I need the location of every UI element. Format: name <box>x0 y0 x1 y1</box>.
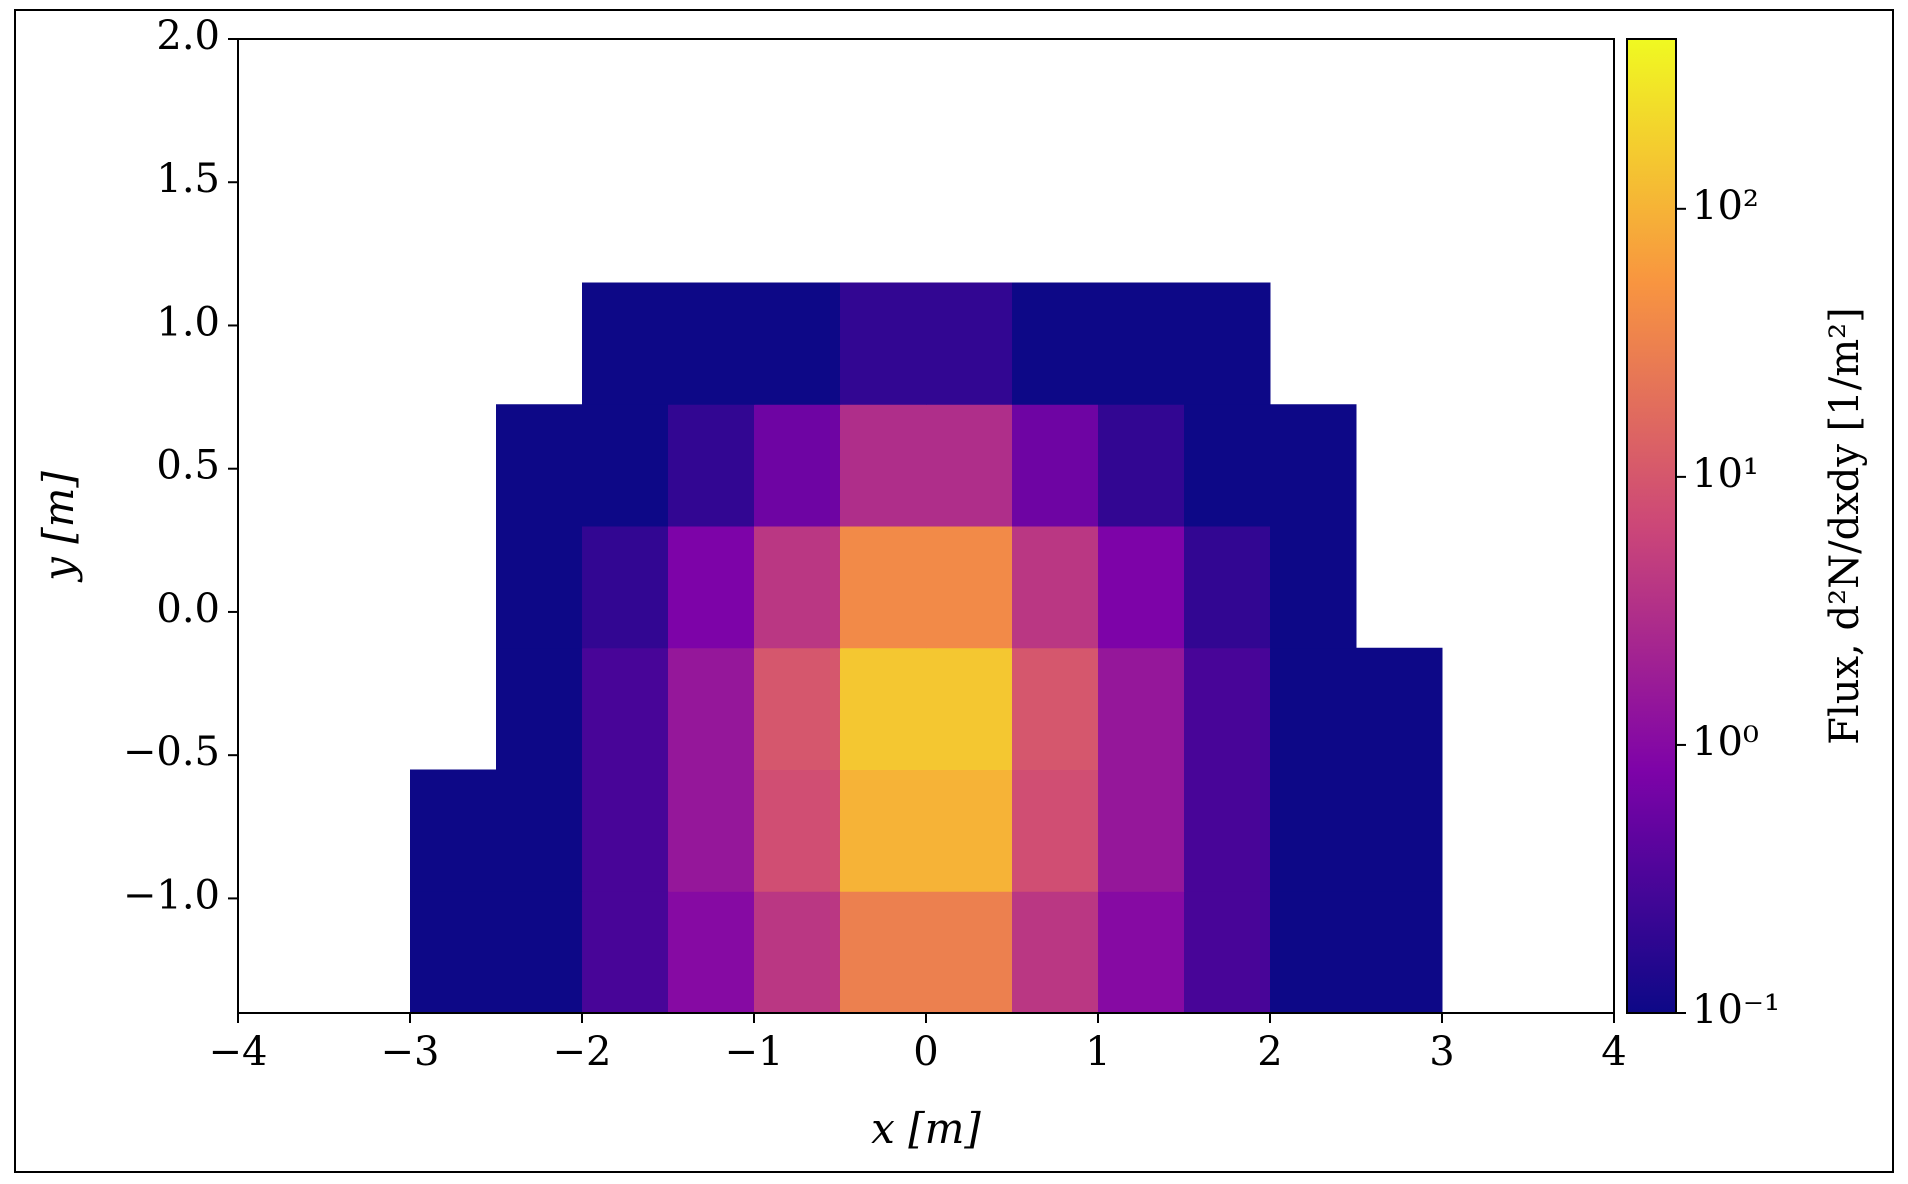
heatmap-cell <box>496 891 583 1014</box>
heatmap-cell <box>1098 282 1185 405</box>
heatmap-cell <box>410 769 497 892</box>
figure-frame <box>14 9 1894 1173</box>
heatmap-cell <box>840 282 927 405</box>
y-tick-label: 0.5 <box>156 443 220 489</box>
heatmap-cell <box>840 404 927 527</box>
x-tick-label: −2 <box>553 1029 612 1075</box>
heatmap-cell <box>1270 769 1357 892</box>
heatmap-cell <box>1184 526 1271 649</box>
heatmap-cell <box>582 404 669 527</box>
heatmap-cell <box>754 282 841 405</box>
heatmap-cell <box>1356 769 1443 892</box>
heatmap-cell <box>840 647 927 770</box>
y-tick-label: 0.0 <box>156 586 220 632</box>
heatmap-cell <box>1012 404 1099 527</box>
heatmap-cell <box>496 526 583 649</box>
y-tick-label: 1.0 <box>156 299 220 345</box>
heatmap-cell <box>1270 647 1357 770</box>
heatmap-cell <box>1098 404 1185 527</box>
heatmap-cell <box>1012 282 1099 405</box>
y-tick-label: −1.0 <box>123 872 220 918</box>
heatmap-cell <box>410 891 497 1014</box>
heatmap-cell <box>754 404 841 527</box>
colorbar-label: Flux, d²N/dxdy [1/m²] <box>1822 307 1868 745</box>
heatmap-cell <box>668 404 755 527</box>
heatmap-cell <box>840 891 927 1014</box>
heatmap-cell <box>582 647 669 770</box>
heatmap-cell <box>926 282 1013 405</box>
heatmap-cell <box>754 891 841 1014</box>
y-tick-label: 2.0 <box>156 13 220 59</box>
heatmap-cell <box>1356 647 1443 770</box>
colorbar-tick-label: 10¹ <box>1692 451 1759 497</box>
heatmap-cell <box>1184 404 1271 527</box>
heatmap-cell <box>668 526 755 649</box>
heatmap-cell <box>840 526 927 649</box>
heatmap-cell <box>668 769 755 892</box>
heatmap-cell <box>840 769 927 892</box>
heatmap-cell <box>582 526 669 649</box>
heatmap-cell <box>754 526 841 649</box>
heatmap-cell <box>582 891 669 1014</box>
heatmap-cell <box>1184 891 1271 1014</box>
heatmap-cell <box>926 647 1013 770</box>
heatmap-cell <box>926 404 1013 527</box>
heatmap-cell <box>1184 282 1271 405</box>
x-tick-label: −1 <box>725 1029 784 1075</box>
heatmap-cell <box>496 404 583 527</box>
y-tick-label: 1.5 <box>156 156 220 202</box>
heatmap-cell <box>496 769 583 892</box>
heatmap-cell <box>1270 404 1357 527</box>
heatmap-cell <box>668 282 755 405</box>
x-tick-label: 1 <box>1085 1029 1110 1075</box>
x-axis-label: x [m] <box>871 1104 981 1153</box>
heatmap-cell <box>1098 769 1185 892</box>
x-tick-label: 2 <box>1257 1029 1282 1075</box>
heatmap-cell <box>754 769 841 892</box>
heatmap-cell <box>496 647 583 770</box>
heatmap-cell <box>1012 891 1099 1014</box>
x-tick-label: 0 <box>913 1029 938 1075</box>
heatmap-cell <box>1184 769 1271 892</box>
heatmap-cell <box>1012 769 1099 892</box>
colorbar-frame <box>1626 38 1677 1014</box>
heatmap-cell <box>1012 526 1099 649</box>
heatmap-cell <box>926 891 1013 1014</box>
heatmap-cell <box>1098 526 1185 649</box>
colorbar-tick-label: 10⁰ <box>1692 719 1759 765</box>
heatmap-cell <box>668 647 755 770</box>
colorbar <box>1627 39 1676 1013</box>
heatmap-cell <box>582 282 669 405</box>
colorbar-tick-label: 10² <box>1692 183 1759 229</box>
heatmap-cell <box>582 769 669 892</box>
x-tick-label: −4 <box>209 1029 268 1075</box>
x-tick-label: 3 <box>1429 1029 1454 1075</box>
heatmap-cell <box>1356 891 1443 1014</box>
x-tick-label: 4 <box>1601 1029 1626 1075</box>
colorbar-tick-label: 10⁻¹ <box>1692 987 1780 1033</box>
heatmap-cell <box>1270 526 1357 649</box>
x-tick-label: −3 <box>381 1029 440 1075</box>
y-tick-label: −0.5 <box>123 729 220 775</box>
heatmap-cell <box>1270 891 1357 1014</box>
heatmap-cell <box>1098 891 1185 1014</box>
y-axis-label: y [m] <box>34 471 83 583</box>
heatmap-cell <box>926 526 1013 649</box>
heatmap-cell <box>754 647 841 770</box>
heatmap-cell <box>1098 647 1185 770</box>
heatmap-cell <box>668 891 755 1014</box>
heatmap-cell <box>1184 647 1271 770</box>
heatmap-cell <box>926 769 1013 892</box>
heatmap-cell <box>1012 647 1099 770</box>
